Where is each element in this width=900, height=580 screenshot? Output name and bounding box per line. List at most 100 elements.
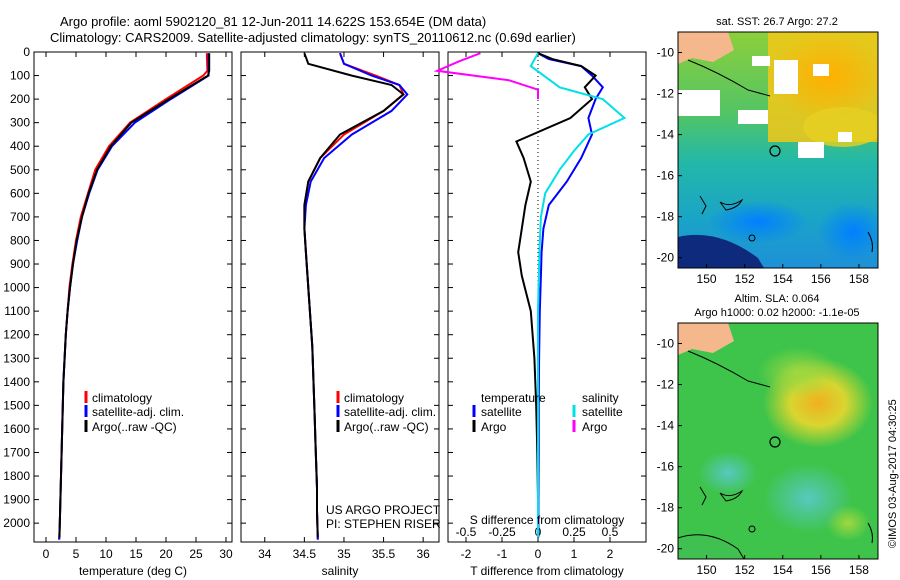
y-tick-label: 300 — [10, 116, 30, 130]
series-line-s-argo — [433, 52, 539, 100]
x-tick-label-top: 0.5 — [602, 525, 619, 539]
header-line1: Argo profile: aoml 5902120_81 12-Jun-201… — [60, 14, 486, 29]
map-x-tick-label: 150 — [697, 563, 717, 577]
legend-label-s-argo: Argo — [582, 420, 608, 434]
x-tick-label: 20 — [159, 547, 173, 561]
y-tick-label: 1700 — [3, 445, 30, 459]
map-x-tick-label: 156 — [811, 272, 831, 286]
x-tick-label: 35 — [337, 547, 351, 561]
map-y-tick-label: -20 — [657, 542, 675, 556]
legend-label-s-satellite: satellite — [582, 405, 623, 419]
x-tick-label: 5 — [73, 547, 80, 561]
sst-map-title: sat. SST: 26.7 Argo: 27.2 — [716, 16, 838, 28]
x-tick-label-top: -0.5 — [456, 525, 477, 539]
sla-map — [678, 323, 878, 559]
legend-label-satellite: satellite-adj. clim. — [92, 405, 184, 419]
y-tick-label: 1100 — [4, 304, 30, 318]
map-x-tick-label: 158 — [849, 563, 869, 577]
map-y-tick-label: -10 — [657, 337, 675, 351]
x-tick-label: 30 — [219, 547, 233, 561]
sla-map-title-1: Altim. SLA: 0.064 — [735, 293, 820, 305]
x-tick-label: 34.5 — [293, 547, 317, 561]
difference-xlabel: T difference from climatology — [470, 564, 624, 578]
y-tick-label: 700 — [10, 210, 30, 224]
legend-label-t-satellite: satellite — [481, 405, 522, 419]
series-line-argo — [58, 53, 211, 538]
y-tick-label: 400 — [10, 139, 30, 153]
pi-annotation: PI: STEPHEN RISER — [326, 517, 441, 531]
x-tick-label: 2 — [607, 547, 614, 561]
x-tick-label: 36 — [416, 547, 430, 561]
salinity-plot: 34 34.5 35 35.5 36 — [241, 51, 439, 561]
x-tick-label: 1 — [571, 547, 578, 561]
legend-label-argo: Argo(..raw -QC) — [344, 420, 429, 434]
map-y-tick-label: -18 — [657, 210, 675, 224]
y-tick-label: 500 — [10, 163, 30, 177]
map-x-tick-label: 154 — [773, 272, 793, 286]
x-tick-label: 15 — [129, 547, 143, 561]
x-tick-label-top: 0.25 — [562, 525, 586, 539]
header-line2: Climatology: CARS2009. Satellite-adjuste… — [50, 30, 576, 45]
map-y-tick-label: -18 — [657, 501, 675, 515]
y-tick-label: 100 — [10, 69, 30, 83]
series-line-t-argo — [515, 52, 598, 538]
difference-panel — [447, 51, 647, 543]
y-tick-label: 900 — [10, 257, 30, 271]
y-tick-label: 2000 — [3, 516, 30, 530]
map-x-tick-label: 152 — [735, 563, 755, 577]
map-y-tick-label: -16 — [657, 460, 675, 474]
x-tick-label: 0 — [535, 547, 542, 561]
legend-label-climatology: climatology — [344, 391, 404, 405]
map-y-tick-label: -12 — [657, 87, 675, 101]
difference-legend: temperature satellite Argo salinity sate… — [472, 391, 623, 434]
map-x-tick-label: 158 — [849, 272, 869, 286]
legend-label-climatology: climatology — [92, 391, 152, 405]
map-y-tick-label: -14 — [657, 128, 675, 142]
series-line-s-satellite — [529, 52, 627, 538]
salinity-xlabel: salinity — [322, 564, 359, 578]
sla-map-frame — [677, 322, 879, 560]
y-tick-label: 1500 — [3, 398, 30, 412]
map-x-tick-label: 150 — [697, 272, 717, 286]
map-x-tick-label: 152 — [735, 272, 755, 286]
x-tick-label: 34 — [258, 547, 272, 561]
sst-map — [678, 32, 878, 268]
sst-map-axes: 150 152 154 156 158 -10 -12 -14 -16 -18 -20 — [657, 46, 870, 286]
difference-xlabel-top: S difference from climatology — [470, 513, 625, 527]
y-tick-label: 1300 — [3, 351, 30, 365]
y-tick-label: 1600 — [3, 422, 30, 436]
argo-location-marker — [769, 436, 781, 448]
sla-map-axes: 150 152 154 156 158 -10 -12 -14 -16 -18 -20 — [657, 337, 870, 577]
map-y-tick-label: -16 — [657, 169, 675, 183]
y-tick-label: 1400 — [3, 375, 30, 389]
map-x-tick-label: 154 — [773, 563, 793, 577]
x-tick-label: 10 — [99, 547, 113, 561]
sst-map-frame — [677, 31, 879, 269]
temperature-plot: 0 5 10 15 20 25 300100200300400500600700800900… — [3, 45, 233, 561]
project-annotation: US ARGO PROJECT — [326, 503, 441, 517]
y-tick-label: 800 — [10, 233, 30, 247]
y-tick-label: 0 — [23, 45, 30, 59]
imos-stamp: ©IMOS 03-Aug-2017 04:30:25 — [887, 399, 899, 548]
temperature-legend: climatology satellite-adj. clim. Argo(..… — [84, 391, 184, 434]
legend-label-argo: Argo(..raw -QC) — [92, 420, 177, 434]
map-y-tick-label: -14 — [657, 419, 675, 433]
y-tick-label: 1800 — [3, 469, 30, 483]
x-tick-label: 0 — [43, 547, 50, 561]
x-tick-label: 35.5 — [372, 547, 396, 561]
x-tick-label: 25 — [189, 547, 203, 561]
x-tick-label: -2 — [461, 547, 472, 561]
legend-label-t-argo: Argo — [481, 420, 507, 434]
map-x-tick-label: 156 — [811, 563, 831, 577]
map-y-tick-label: -10 — [657, 46, 675, 60]
y-tick-label: 1900 — [3, 493, 30, 507]
temperature-xlabel: temperature (deg C) — [79, 564, 187, 578]
y-tick-label: 1000 — [3, 281, 30, 295]
temperature-panel — [33, 51, 233, 543]
x-tick-label: -1 — [497, 547, 508, 561]
y-tick-label: 1200 — [3, 328, 30, 342]
legend-label-satellite: satellite-adj. clim. — [344, 405, 436, 419]
x-tick-label-top: -0.25 — [488, 525, 516, 539]
y-tick-label: 600 — [10, 186, 30, 200]
legend-title-salinity: salinity — [582, 391, 619, 405]
